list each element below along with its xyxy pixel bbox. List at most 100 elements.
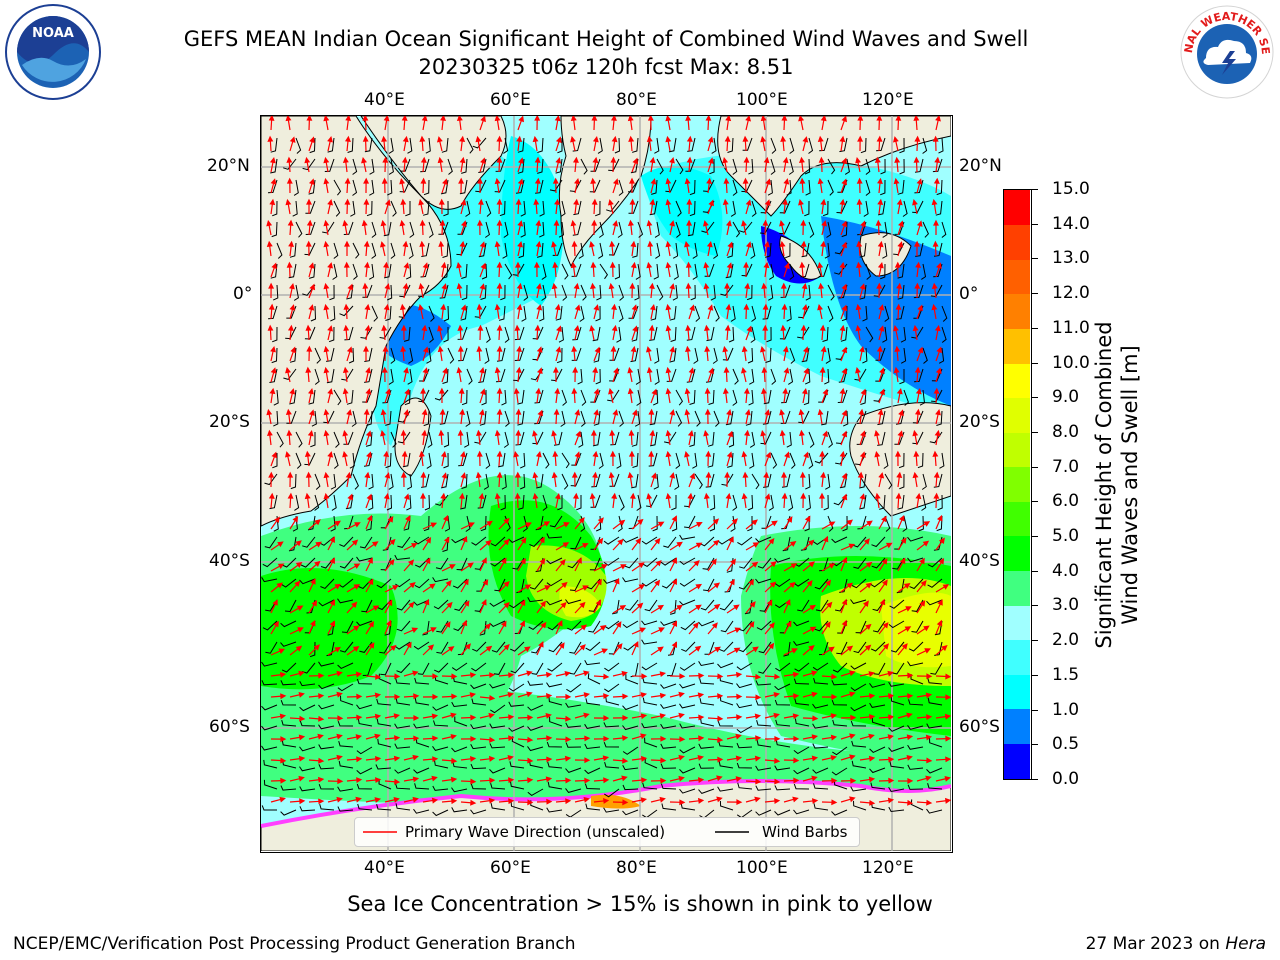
wind-barb xyxy=(501,389,507,406)
wave-direction-arrowhead xyxy=(896,388,903,395)
wave-direction-arrowhead xyxy=(831,777,838,784)
wind-barb xyxy=(755,765,772,771)
wave-direction-arrow xyxy=(916,801,929,804)
wave-direction-arrowhead xyxy=(345,116,352,122)
wave-direction-arrowhead xyxy=(479,241,486,248)
wave-direction-arrow xyxy=(935,647,945,656)
wave-direction-arrowhead xyxy=(298,734,306,741)
wave-direction-arrow xyxy=(365,645,373,656)
wind-barb xyxy=(883,452,889,469)
wave-direction-arrowhead xyxy=(437,324,443,332)
wave-direction-arrowhead xyxy=(436,136,443,143)
wave-direction-arrow xyxy=(403,756,415,761)
wind-barb xyxy=(926,808,943,814)
wave-direction-arrow xyxy=(574,560,581,572)
wave-direction-arrow xyxy=(365,758,377,761)
wave-direction-arrowhead xyxy=(933,387,940,394)
wind-barb xyxy=(701,221,715,233)
wave-direction-arrowhead xyxy=(651,472,657,479)
wave-direction-arrowhead xyxy=(931,198,938,206)
wave-direction-arrowhead xyxy=(926,673,933,680)
wave-direction-arrowhead xyxy=(447,646,455,652)
wind-barb xyxy=(406,494,412,511)
map-legend: Primary Wave Direction (unscaled) Wind B… xyxy=(354,817,860,847)
wave-direction-arrowhead xyxy=(622,799,629,806)
wave-direction-arrow xyxy=(403,392,409,404)
wave-direction-arrowhead xyxy=(516,303,523,311)
wind-barb xyxy=(569,662,582,675)
wave-direction-arrowhead xyxy=(589,282,596,290)
wind-barb xyxy=(736,762,753,769)
wave-direction-arrowhead xyxy=(399,303,406,311)
wave-direction-arrow xyxy=(611,433,614,446)
wave-direction-arrow xyxy=(840,392,844,404)
wave-direction-arrowhead xyxy=(496,471,503,478)
wave-direction-arrow xyxy=(878,349,881,362)
wind-barb xyxy=(687,137,696,152)
wind-barb xyxy=(376,698,392,706)
wind-barb xyxy=(399,179,411,193)
wave-direction-arrow xyxy=(308,717,321,720)
wave-direction-arrow xyxy=(517,245,521,257)
wave-direction-arrowhead xyxy=(534,177,541,184)
wave-direction-arrow xyxy=(763,370,766,383)
wave-direction-arrowhead xyxy=(659,692,667,699)
wave-direction-arrowhead xyxy=(724,471,731,478)
wave-direction-arrow xyxy=(460,245,464,257)
wind-barb xyxy=(937,494,943,511)
wind-barb xyxy=(675,200,682,217)
wave-direction-arrowhead xyxy=(770,561,777,568)
wave-direction-arrow xyxy=(270,565,281,572)
wave-direction-arrow xyxy=(498,160,501,173)
wind-barb xyxy=(504,263,513,280)
wave-direction-arrow xyxy=(498,646,508,656)
wave-direction-arrowhead xyxy=(337,715,344,722)
wave-direction-arrowhead xyxy=(841,619,848,627)
wave-direction-arrow xyxy=(440,433,443,446)
wave-direction-arrow xyxy=(365,455,370,467)
wind-barb xyxy=(434,760,449,769)
wave-direction-arrowhead xyxy=(627,471,634,479)
wave-direction-arrow xyxy=(517,672,529,677)
australia-landmass xyxy=(849,402,951,517)
wave-direction-arrow xyxy=(688,497,692,509)
wave-direction-arrow xyxy=(517,224,522,236)
wave-direction-arrowhead xyxy=(298,691,305,698)
wave-direction-arrowhead xyxy=(855,324,862,332)
wind-barb xyxy=(402,452,411,468)
wave-direction-arrow xyxy=(422,371,427,383)
wave-direction-arrow xyxy=(365,543,376,551)
wave-direction-arrowhead xyxy=(456,282,463,290)
wind-barb xyxy=(765,242,772,258)
wave-direction-arrowhead xyxy=(665,135,672,143)
wind-barb xyxy=(560,410,566,427)
wave-direction-arrowhead xyxy=(477,177,483,184)
wave-direction-arrow xyxy=(802,308,806,320)
wind-barb xyxy=(300,557,316,568)
wind-barb xyxy=(642,782,658,790)
wave-direction-arrowhead xyxy=(869,799,876,806)
wave-direction-arrow xyxy=(553,476,557,488)
wave-direction-arrow xyxy=(325,350,329,362)
wave-direction-arrowhead xyxy=(527,777,534,784)
wave-direction-arrowhead xyxy=(685,282,692,289)
wave-direction-arrow xyxy=(308,223,311,236)
wave-direction-arrowhead xyxy=(892,136,899,143)
wave-direction-arrow xyxy=(574,626,584,635)
wave-direction-arrow xyxy=(517,716,530,719)
wave-direction-arrow xyxy=(745,624,753,635)
wind-barb xyxy=(932,158,943,173)
wave-direction-arrow xyxy=(383,328,386,341)
wave-direction-arrow xyxy=(916,413,919,425)
wave-direction-arrowhead xyxy=(751,561,759,568)
wave-direction-arrowhead xyxy=(565,693,572,700)
wave-direction-arrowhead xyxy=(422,346,429,353)
wave-direction-arrowhead xyxy=(346,409,353,416)
wind-barb xyxy=(331,494,337,511)
wave-direction-arrowhead xyxy=(831,799,838,806)
wind-barb xyxy=(271,221,278,238)
wave-direction-arrow xyxy=(384,392,389,404)
wave-direction-arrow xyxy=(346,758,359,761)
wave-direction-arrowhead xyxy=(544,585,551,591)
wave-direction-arrowhead xyxy=(565,736,572,743)
